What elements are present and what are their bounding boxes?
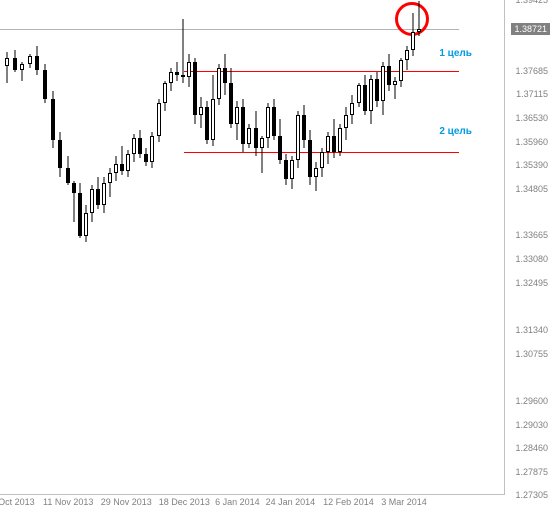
plot-area: 1 цель 2 цель: [0, 0, 505, 495]
y-tick-label: 1.37685: [515, 66, 548, 76]
target-annotation: 2 цель: [439, 126, 472, 137]
x-tick-label: 11 Nov 2013: [43, 497, 93, 507]
y-tick-label: 1.35960: [515, 137, 548, 147]
x-axis: 23 Oct 2013 11 Nov 2013 29 Nov 2013 18 Dec …: [0, 495, 505, 514]
target-annotation: 1 цель: [439, 48, 472, 59]
x-tick-label: 3 Mar 2014: [381, 497, 427, 507]
y-tick-label: 1.29600: [515, 396, 548, 406]
y-tick-label: 1.27305: [515, 490, 548, 500]
current-price-tag: 1.38721: [511, 23, 550, 35]
y-tick-label: 1.39425: [515, 0, 548, 5]
y-axis: 1.39425 1.37685 1.37115 1.36530 1.35960 1.353…: [505, 0, 550, 495]
current-price-line: [0, 29, 459, 30]
x-tick-label: 24 Jan 2014: [266, 497, 316, 507]
x-tick-label: 29 Nov 2013: [101, 497, 152, 507]
candlestick-chart: 1 цель 2 цель 1.39425 1.37685 1.37115 1.3653…: [0, 0, 550, 514]
x-tick-label: 18 Dec 2013: [159, 497, 210, 507]
x-tick-label: 23 Oct 2013: [0, 497, 35, 507]
y-tick-label: 1.29030: [515, 420, 548, 430]
y-tick-label: 1.30755: [515, 349, 548, 359]
y-tick-label: 1.37115: [516, 89, 548, 99]
y-tick-label: 1.34805: [515, 184, 548, 194]
y-tick-label: 1.32495: [515, 278, 548, 288]
y-tick-label: 1.33665: [515, 230, 548, 240]
x-tick-label: 12 Feb 2014: [323, 497, 374, 507]
x-tick-label: 6 Jan 2014: [215, 497, 260, 507]
y-tick-label: 1.36530: [515, 113, 548, 123]
y-tick-label: 1.28460: [515, 443, 548, 453]
y-tick-label: 1.31340: [515, 325, 548, 335]
y-tick-label: 1.27875: [515, 467, 548, 477]
y-tick-label: 1.33080: [515, 254, 548, 264]
y-tick-label: 1.35390: [515, 160, 548, 170]
